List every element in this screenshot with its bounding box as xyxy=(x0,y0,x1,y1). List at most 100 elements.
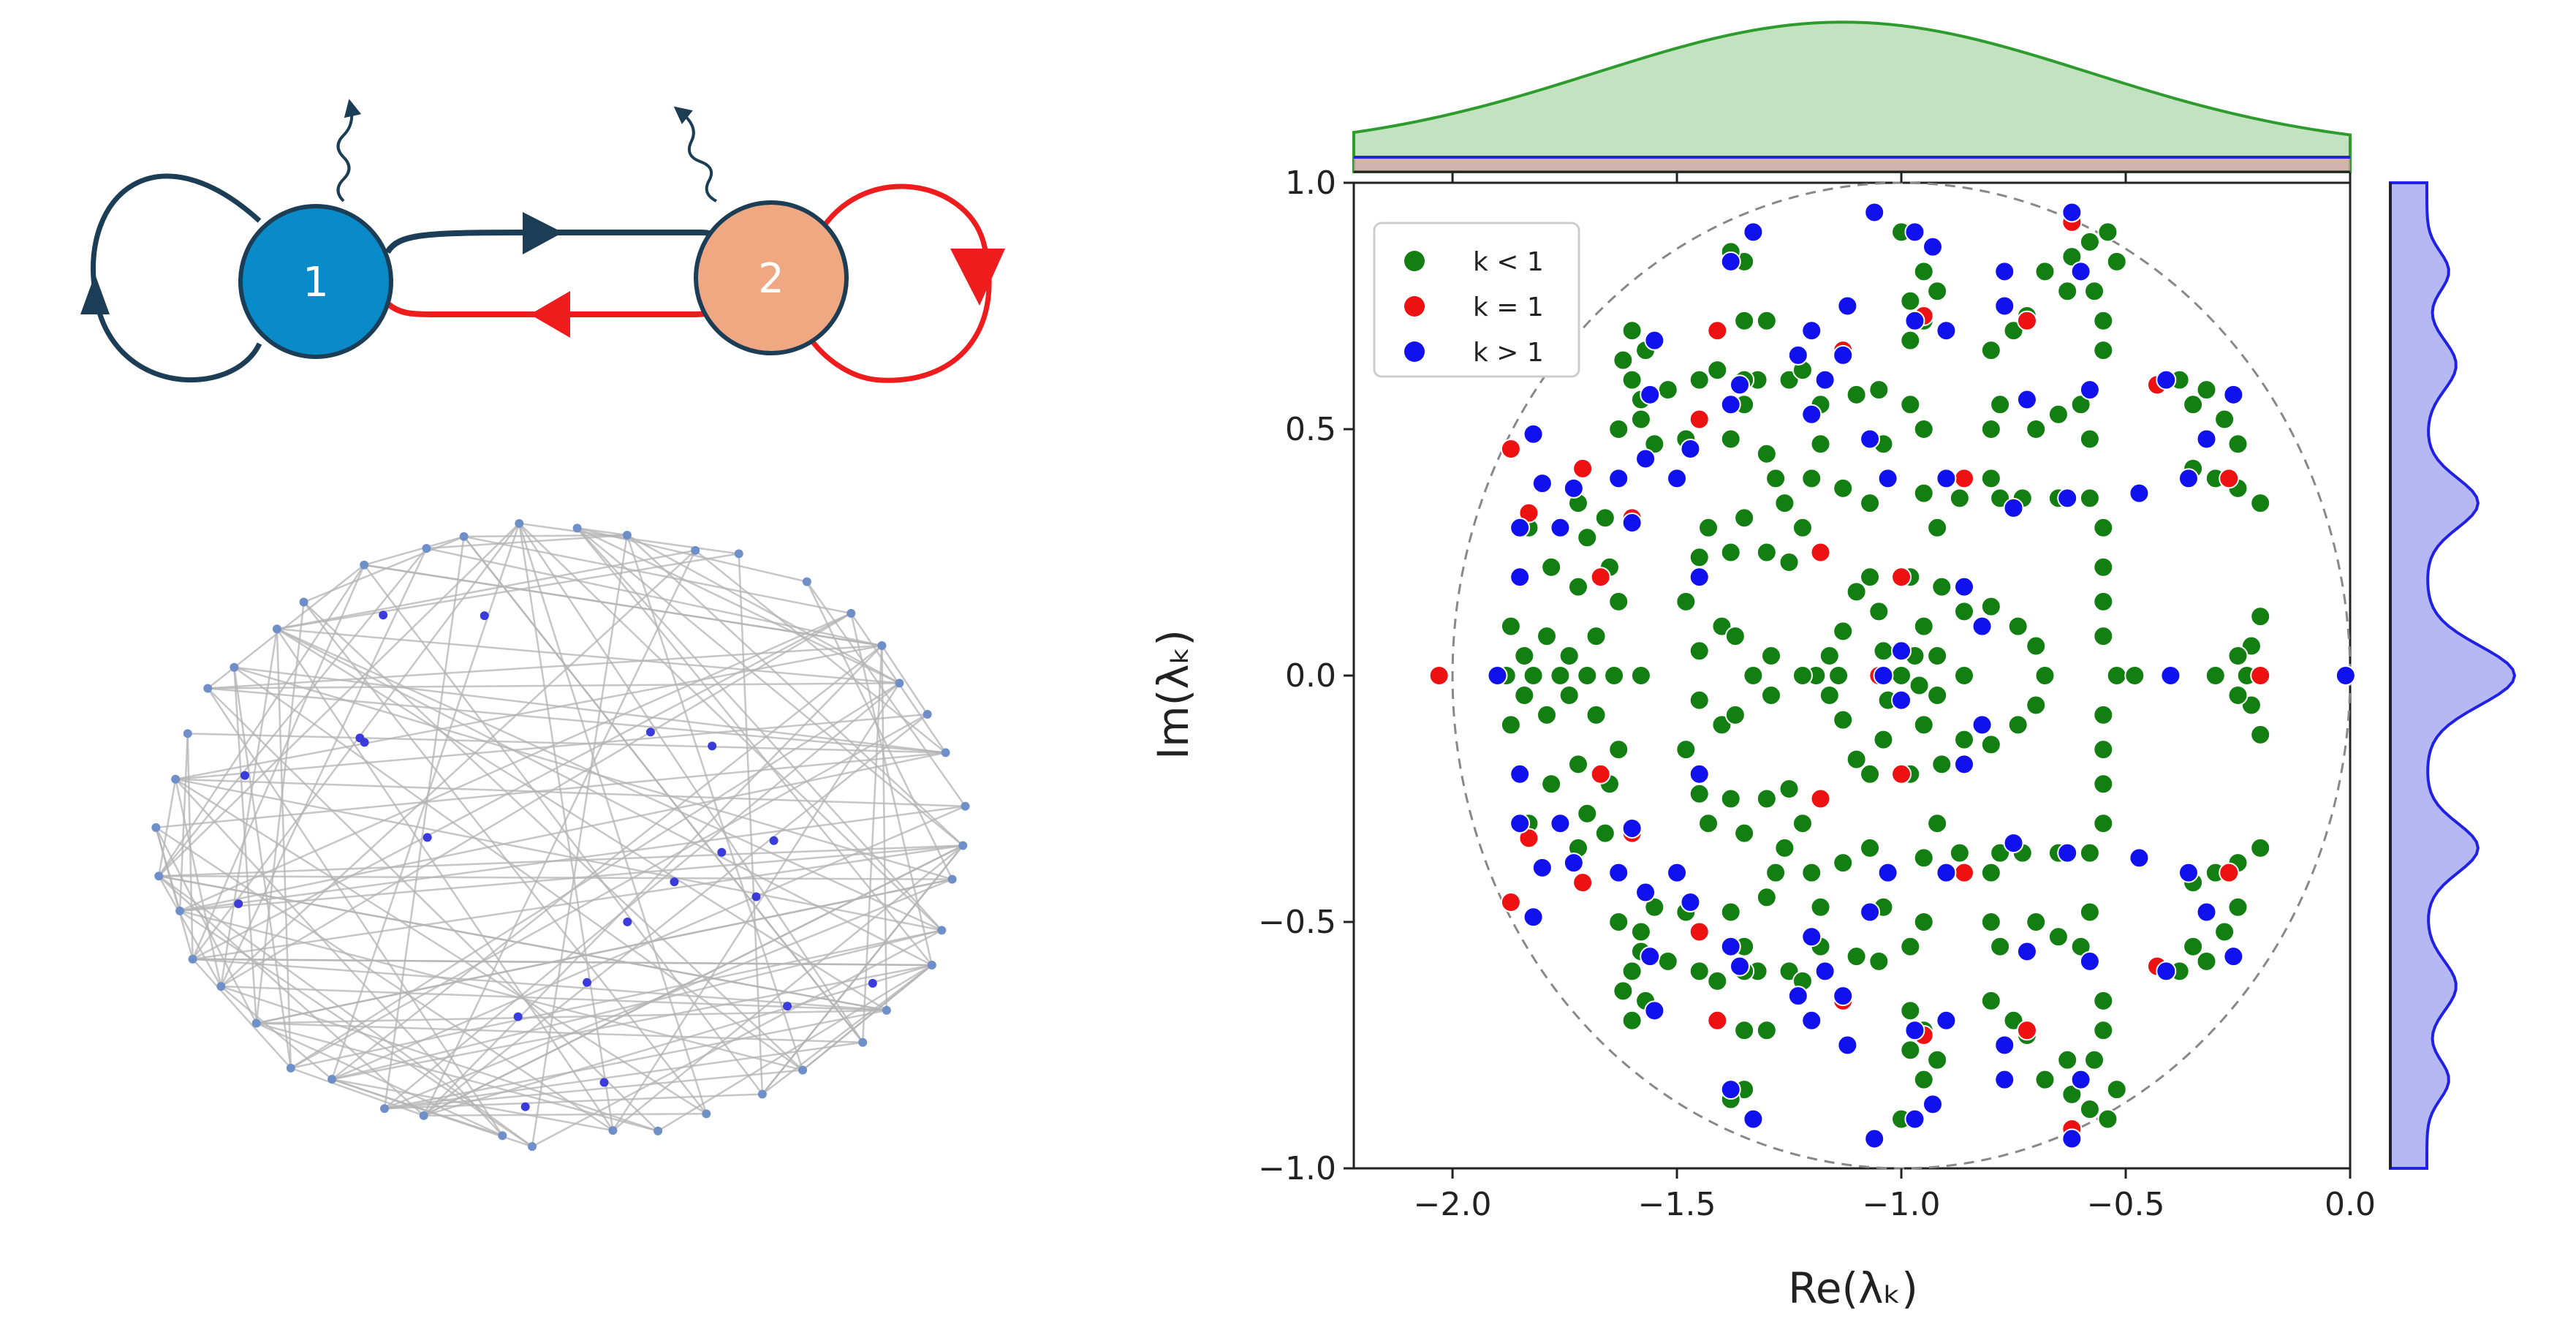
point-k-1 xyxy=(1720,788,1741,809)
point-k-1 xyxy=(1509,517,1531,538)
point-k-1 xyxy=(2093,556,2114,578)
point-k-1 xyxy=(1837,1035,1858,1056)
point-k-1 xyxy=(2178,862,2199,883)
point-k-1 xyxy=(2106,665,2127,686)
point-k-1 xyxy=(2219,862,2240,883)
network-node xyxy=(299,597,308,607)
point-k-1 xyxy=(1487,665,1508,686)
x-tick-label: −2.0 xyxy=(1414,1186,1492,1223)
point-k-1 xyxy=(1756,887,1777,908)
network-edge xyxy=(179,752,946,912)
point-k-1 xyxy=(1689,409,1710,430)
network-edge xyxy=(423,844,963,1116)
point-k-1 xyxy=(1980,596,2001,617)
network-edge xyxy=(155,827,181,912)
point-k-1 xyxy=(2061,246,2083,268)
point-k-1 xyxy=(1931,754,1952,775)
network-node xyxy=(203,684,213,693)
point-k-1 xyxy=(2093,626,2114,647)
network-edge xyxy=(626,534,964,847)
point-k-1 xyxy=(1909,675,1930,696)
point-k-1 xyxy=(1689,783,1710,804)
network-edge xyxy=(384,1041,863,1110)
point-k-1 xyxy=(1913,616,1934,637)
point-k-1 xyxy=(2079,428,2100,450)
point-k-1 xyxy=(2129,847,2150,869)
network-node xyxy=(234,899,243,909)
network-edge xyxy=(276,628,887,1011)
point-k-1 xyxy=(2219,468,2240,489)
point-k-1 xyxy=(1743,665,1764,686)
network-edge xyxy=(186,733,194,959)
point-k-1 xyxy=(2016,941,2037,962)
point-k-1 xyxy=(2061,202,2083,223)
network-edge xyxy=(423,1113,707,1117)
point-k-1 xyxy=(1720,394,1741,415)
network-node xyxy=(422,543,431,553)
network-edge xyxy=(187,733,946,754)
point-k-1 xyxy=(1550,813,1571,834)
point-k-1 xyxy=(1621,961,1643,982)
point-k-1 xyxy=(1523,907,1544,928)
network-edge xyxy=(626,534,901,684)
point-k-1 xyxy=(1707,970,1728,991)
point-k-1 xyxy=(2196,428,2217,450)
network-node xyxy=(877,641,887,651)
y-ticks: −1.0 −0.5 0.0 0.5 1.0 xyxy=(1258,165,1354,1187)
point-k-1 xyxy=(1927,517,1948,538)
point-k-1 xyxy=(2026,419,2047,439)
point-k-1 xyxy=(1644,434,1665,455)
point-k-1 xyxy=(1689,567,1710,588)
point-k-1 xyxy=(1913,847,1934,869)
point-k-1 xyxy=(2084,1049,2105,1070)
point-k-1 xyxy=(2007,616,2028,637)
point-k-1 xyxy=(1621,1010,1643,1031)
network-node xyxy=(515,518,524,528)
point-k-1 xyxy=(1971,616,1993,637)
point-k-1 xyxy=(1833,344,1854,366)
point-k-1 xyxy=(1868,379,1890,401)
point-k-1 xyxy=(1760,646,1781,667)
point-k-1 xyxy=(1720,428,1741,450)
point-k-1 xyxy=(2079,1099,2100,1120)
network-edge xyxy=(220,985,659,1133)
network-node xyxy=(480,611,489,621)
network-edge xyxy=(518,523,708,1114)
point-k-1 xyxy=(1953,601,1974,622)
network-node xyxy=(327,1075,337,1084)
network-node xyxy=(691,545,700,555)
point-k-1 xyxy=(2196,950,2217,972)
network-node xyxy=(520,1102,530,1111)
network-edge xyxy=(761,844,964,1095)
network-node xyxy=(702,1109,711,1119)
point-k-1 xyxy=(1577,665,1598,686)
point-k-1 xyxy=(2093,517,2114,538)
edge-1-to-2 xyxy=(384,230,734,254)
point-k-1 xyxy=(1720,901,1741,923)
point-k-1 xyxy=(1990,936,2011,957)
point-k-1 xyxy=(2061,1084,2083,1105)
network-node xyxy=(882,1005,891,1015)
point-k-1 xyxy=(1756,788,1777,809)
point-k-1 xyxy=(2205,665,2226,686)
network-edge xyxy=(192,958,292,1069)
eigenvalue-chart: −2.0 −1.5 −1.0 −0.5 0.0 −1.0 −0.5 0.0 0.5 1.0 Re… xyxy=(1148,20,2517,1313)
network-edge xyxy=(576,527,943,931)
point-k-1 xyxy=(1730,374,1751,396)
point-k-1 xyxy=(1801,468,1822,489)
point-k-1 xyxy=(1900,936,1921,957)
point-k-1 xyxy=(2003,497,2024,518)
point-k-1 xyxy=(2047,926,2069,948)
y-axis-label: Im(λₖ) xyxy=(1148,630,1198,760)
x-tick-label: −1.5 xyxy=(1638,1186,1716,1223)
point-k-1 xyxy=(2196,901,2217,923)
network-edge xyxy=(861,645,883,1043)
network-edge xyxy=(290,1067,425,1116)
point-k-1 xyxy=(1509,763,1531,785)
point-k-1 xyxy=(1927,684,1948,706)
point-k-1 xyxy=(2156,961,2177,982)
point-k-1 xyxy=(1846,946,1867,967)
network-edge xyxy=(738,553,764,1095)
point-k-1 xyxy=(1689,961,1710,982)
self-loop-node-2 xyxy=(801,184,992,383)
